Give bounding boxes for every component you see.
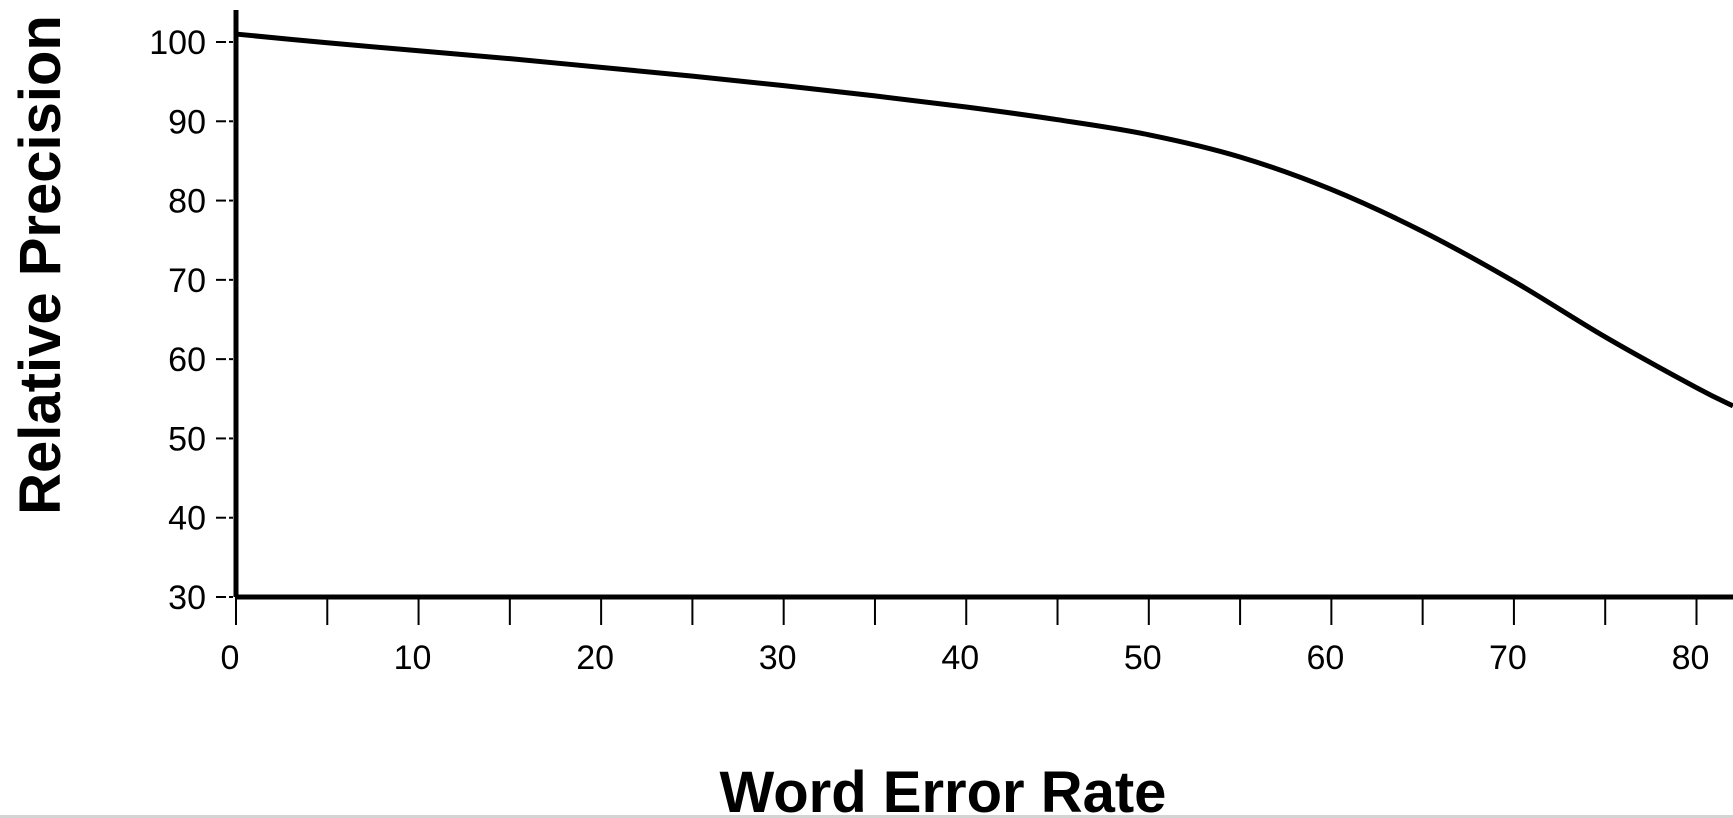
series-line: [235, 31, 1733, 409]
y-tick-label: 90: [168, 103, 206, 141]
bottom-edge: [0, 815, 1733, 818]
x-tick-label: 70: [1489, 639, 1527, 677]
y-axis-ticks: 30 40 50 60 70 80 90 100: [149, 24, 233, 617]
x-axis-title: Word Error Rate: [720, 760, 1167, 818]
y-tick-label: 40: [168, 500, 206, 538]
y-tick-label: 80: [168, 183, 206, 221]
x-tick-label: 30: [759, 639, 797, 677]
y-tick-label: 60: [168, 341, 206, 379]
series-group: [235, 31, 1733, 409]
y-tick-label: 30: [168, 579, 206, 617]
y-tick-label: 50: [168, 420, 206, 458]
x-tick-label: 50: [1124, 639, 1162, 677]
x-tick-label: 20: [576, 639, 614, 677]
y-tick-label: 70: [168, 262, 206, 300]
x-tick-label: 80: [1672, 639, 1710, 677]
y-tick-label: 100: [149, 24, 206, 62]
x-axis-ticks: 0 10 20 30 40 50 60 70 80: [221, 597, 1710, 677]
x-tick-label: 0: [221, 639, 240, 677]
x-tick-label: 10: [394, 639, 432, 677]
x-tick-label: 40: [941, 639, 979, 677]
y-axis-title: Relative Precision: [8, 15, 73, 515]
x-tick-label: 60: [1306, 639, 1344, 677]
